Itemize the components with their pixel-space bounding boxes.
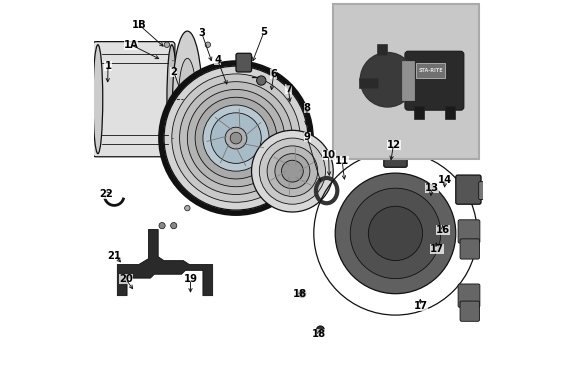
Text: STA-RITE: STA-RITE	[418, 68, 443, 73]
FancyBboxPatch shape	[405, 51, 464, 110]
Text: 17: 17	[414, 301, 428, 311]
Bar	[334, 4, 479, 159]
Circle shape	[164, 42, 170, 47]
Circle shape	[225, 127, 247, 149]
Text: 1: 1	[104, 61, 111, 71]
Circle shape	[368, 206, 422, 261]
Text: 18: 18	[293, 289, 307, 300]
Text: 5: 5	[260, 27, 268, 37]
Bar	[445, 106, 455, 119]
Text: 20: 20	[119, 274, 133, 284]
Bar	[416, 63, 445, 78]
Text: 2: 2	[170, 67, 177, 77]
FancyBboxPatch shape	[384, 142, 407, 167]
Bar	[359, 78, 378, 88]
Circle shape	[195, 97, 277, 179]
Text: 21: 21	[108, 251, 122, 261]
FancyBboxPatch shape	[236, 53, 252, 72]
Circle shape	[172, 74, 300, 202]
Text: 7: 7	[285, 84, 292, 95]
Text: 17: 17	[430, 244, 444, 254]
Circle shape	[230, 132, 242, 144]
Circle shape	[179, 82, 293, 194]
Circle shape	[360, 53, 415, 107]
Text: 6: 6	[270, 69, 277, 79]
Circle shape	[159, 223, 165, 229]
Circle shape	[164, 66, 308, 210]
Circle shape	[298, 290, 306, 298]
Circle shape	[205, 151, 211, 156]
Text: 14: 14	[438, 175, 452, 185]
Text: 12: 12	[387, 140, 400, 150]
Circle shape	[203, 105, 269, 171]
Ellipse shape	[167, 45, 177, 154]
Circle shape	[257, 76, 266, 85]
Ellipse shape	[93, 45, 103, 154]
Text: 22: 22	[100, 189, 113, 199]
Circle shape	[188, 89, 284, 187]
Text: 16: 16	[436, 225, 451, 235]
Bar	[414, 106, 424, 119]
Text: 18: 18	[312, 329, 326, 339]
FancyBboxPatch shape	[458, 220, 480, 243]
Text: 8: 8	[304, 103, 310, 113]
Circle shape	[211, 113, 261, 163]
Circle shape	[185, 205, 190, 211]
Circle shape	[259, 138, 325, 204]
FancyBboxPatch shape	[402, 61, 414, 100]
Text: 1A: 1A	[123, 40, 138, 50]
Text: 1B: 1B	[132, 19, 146, 30]
FancyBboxPatch shape	[458, 284, 480, 307]
Text: 4: 4	[214, 55, 221, 65]
Circle shape	[350, 188, 441, 279]
Circle shape	[252, 130, 334, 212]
FancyBboxPatch shape	[93, 42, 175, 157]
Circle shape	[171, 223, 177, 229]
Text: 11: 11	[335, 156, 349, 166]
Text: 13: 13	[425, 183, 439, 193]
Text: 9: 9	[304, 132, 310, 142]
Circle shape	[275, 154, 310, 189]
Ellipse shape	[178, 58, 196, 140]
Text: 3: 3	[198, 28, 205, 38]
Circle shape	[282, 160, 304, 182]
FancyBboxPatch shape	[460, 301, 479, 321]
Circle shape	[164, 151, 170, 156]
Polygon shape	[117, 230, 213, 296]
Text: 19: 19	[183, 274, 197, 284]
Circle shape	[335, 173, 456, 294]
Ellipse shape	[173, 31, 202, 167]
Text: 10: 10	[321, 150, 336, 160]
Circle shape	[205, 42, 211, 47]
Bar	[377, 44, 387, 55]
FancyBboxPatch shape	[456, 175, 481, 204]
Circle shape	[267, 146, 318, 196]
Circle shape	[317, 326, 324, 334]
FancyBboxPatch shape	[460, 239, 479, 259]
FancyBboxPatch shape	[479, 182, 491, 200]
